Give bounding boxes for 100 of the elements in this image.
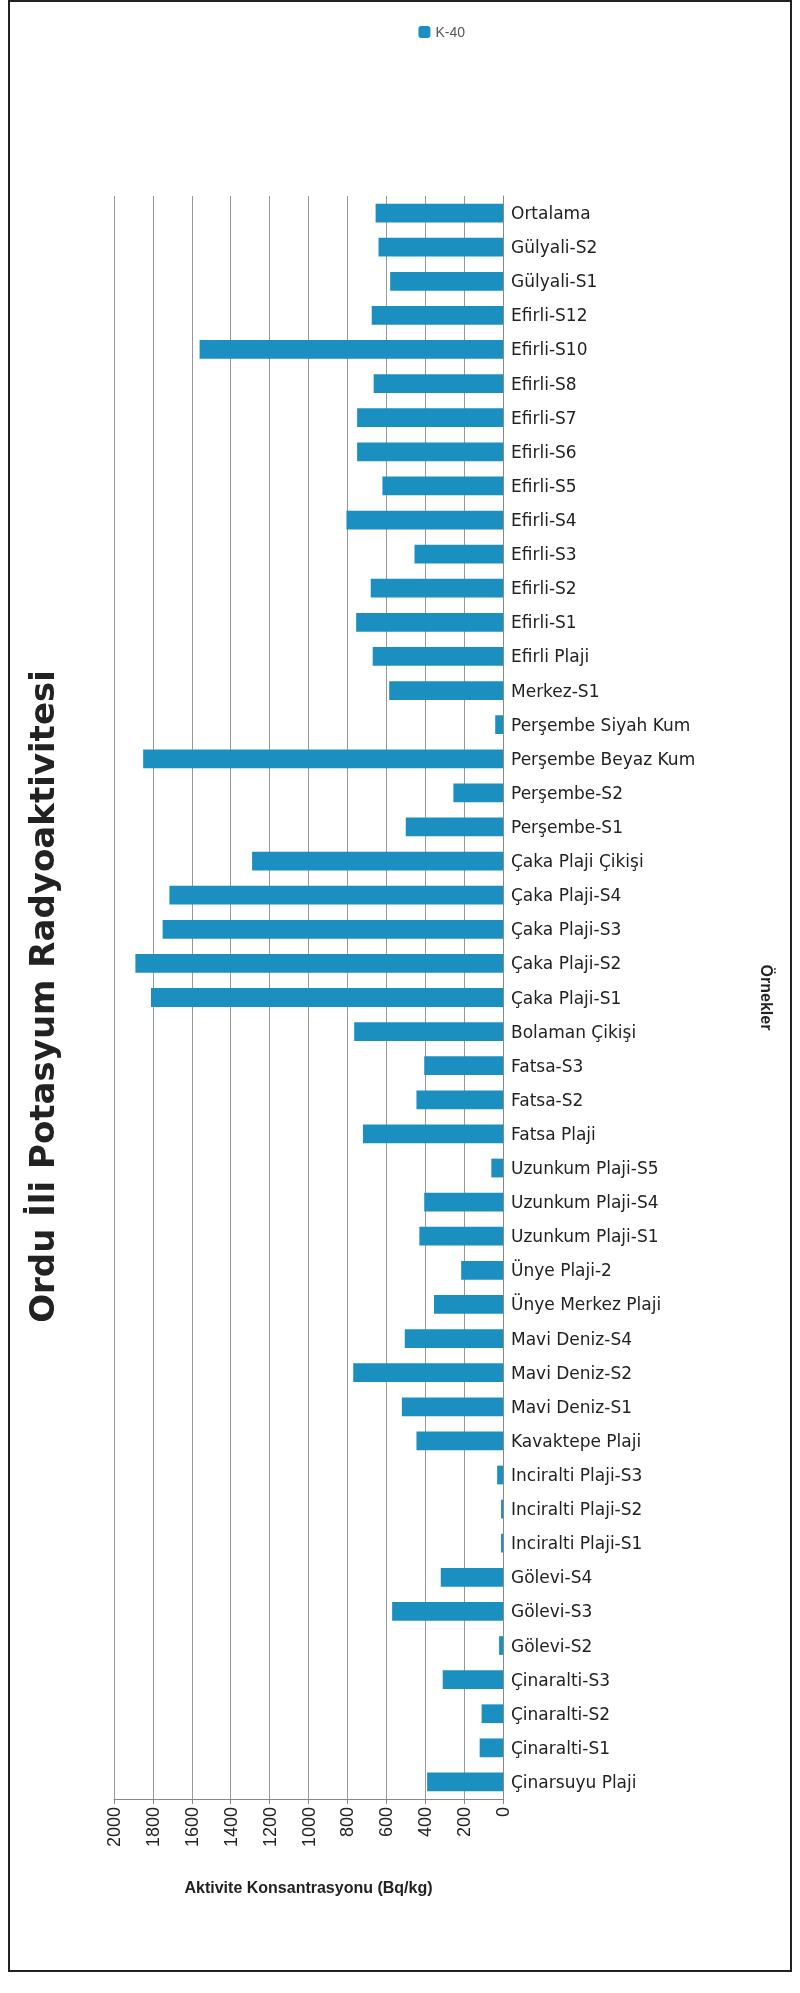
bar	[497, 1465, 503, 1485]
bar	[362, 1124, 503, 1144]
bar	[405, 817, 503, 837]
y-tick-label: Uzunkum Plaji-S4	[511, 1192, 659, 1213]
bar	[404, 1329, 503, 1348]
bar	[495, 715, 503, 735]
bar	[150, 988, 503, 1007]
y-tick-label: Ortalama	[511, 203, 591, 224]
y-tick-label: Efirli-S1	[511, 612, 577, 633]
x-tick-label: 2000	[104, 1807, 124, 1848]
bar	[199, 340, 503, 359]
bar	[392, 1602, 503, 1621]
x-axis-title: Aktivite Konsantrasyonu (Bq/kg)	[184, 1878, 433, 1896]
y-tick-label: Efirli-S3	[511, 544, 577, 565]
bar	[389, 681, 503, 700]
bar	[371, 305, 503, 325]
y-tick-label: Çinaralti-S1	[511, 1737, 611, 1758]
y-tick-label: Efirli Plaji	[511, 646, 590, 667]
y-tick-label: Perşembe-S2	[511, 782, 623, 803]
y-tick-label: Çaka Plaji-S4	[511, 885, 622, 906]
y-tick-label: Çinarsuyu Plaji	[511, 1771, 637, 1792]
bar	[357, 442, 503, 462]
y-tick-label: Uzunkum Plaji-S5	[511, 1158, 659, 1179]
y-tick-label: Çinaralti-S3	[511, 1669, 611, 1690]
bar	[390, 271, 503, 291]
bar	[370, 578, 503, 598]
bar	[375, 203, 503, 223]
y-tick-label: Mavi Deniz-S4	[511, 1328, 632, 1349]
bar	[453, 783, 503, 803]
x-tick-label: 1000	[298, 1807, 319, 1848]
x-tick-label: 600	[376, 1807, 397, 1838]
x-tick-label: 800	[337, 1807, 358, 1838]
y-tick-label: Efirli-S6	[511, 441, 577, 462]
bar	[378, 237, 503, 257]
y-tick-label: Efirli-S4	[511, 510, 577, 531]
bar	[162, 919, 503, 939]
bar	[354, 1022, 503, 1041]
y-tick-label: Fatsa-S3	[511, 1055, 584, 1076]
y-tick-label: Gölevi-S3	[511, 1601, 593, 1622]
x-tick-label: 200	[454, 1807, 475, 1838]
bar	[252, 851, 503, 871]
bar	[427, 1772, 503, 1792]
y-tick-label: Mavi Deniz-S2	[511, 1362, 632, 1383]
y-tick-label: Efirli-S5	[511, 475, 577, 496]
y-tick-label: Çaka Plaji-S3	[511, 919, 622, 940]
y-tick-label: Çaka Plaji Çikişi	[511, 851, 644, 872]
bar	[440, 1567, 503, 1587]
y-tick-label: Efirli-S10	[511, 339, 588, 360]
x-tick-label: 1800	[142, 1807, 163, 1848]
y-tick-label: Kavaktepe Plaji	[511, 1430, 642, 1451]
y-tick-label: Efirli-S7	[511, 407, 577, 428]
y-tick-label: Ünye Plaji-2	[511, 1259, 612, 1281]
y-tick-label: Efirli-S8	[511, 373, 577, 394]
y-tick-label: Mavi Deniz-S1	[511, 1396, 632, 1417]
x-tick-label: 400	[415, 1807, 436, 1838]
bar	[442, 1670, 503, 1690]
bar	[353, 1363, 503, 1383]
y-tick-label: Perşembe Beyaz Kum	[511, 748, 696, 769]
bar	[416, 1090, 503, 1110]
y-tick-label: Fatsa Plaji	[511, 1123, 596, 1144]
bar	[373, 374, 503, 393]
y-tick-label: Gülyali-S1	[511, 271, 598, 292]
y-tick-label: Uzunkum Plaji-S1	[511, 1226, 659, 1247]
bar	[357, 408, 503, 428]
x-tick-label: 1200	[259, 1807, 280, 1848]
x-tick-label: 1400	[220, 1807, 241, 1848]
y-tick-label: Gölevi-S2	[511, 1635, 593, 1656]
text: Ordu İli Potasyum Radyoaktivitesi	[22, 670, 62, 1323]
bar	[414, 544, 503, 564]
bar	[424, 1056, 503, 1076]
bar	[479, 1738, 503, 1758]
y-tick-label: Inciralti Plaji-S3	[511, 1464, 643, 1485]
y-tick-label: Merkez-S1	[511, 680, 600, 701]
bar	[491, 1158, 503, 1178]
y-tick-label: Ünye Merkez Plaji	[511, 1293, 662, 1315]
y-tick-label: Çaka Plaji-S1	[511, 987, 622, 1008]
bar	[346, 510, 503, 530]
y-tick-label: Perşembe Siyah Kum	[511, 714, 691, 735]
y-tick-label: Gölevi-S4	[511, 1567, 593, 1588]
y-tick-label: Çaka Plaji-S2	[511, 953, 622, 974]
bar	[416, 1431, 503, 1451]
y-tick-label: Efirli-S12	[511, 305, 588, 326]
bar	[135, 954, 503, 973]
bar	[372, 647, 503, 666]
y-tick-label: Çinaralti-S2	[511, 1703, 611, 1724]
x-tick-label: 1600	[181, 1807, 202, 1848]
bar	[356, 612, 503, 632]
bar	[424, 1192, 503, 1212]
y-axis-title: Örnekler	[757, 964, 776, 1031]
y-tick-label: Inciralti Plaji-S1	[511, 1533, 643, 1554]
bar	[401, 1397, 503, 1417]
bar	[382, 476, 503, 496]
bar	[433, 1295, 503, 1314]
y-tick-label: Efirli-S2	[511, 578, 577, 599]
bar	[143, 749, 503, 769]
bar	[419, 1226, 503, 1246]
bar	[481, 1704, 503, 1724]
y-tick-label: Bolaman Çikişi	[511, 1021, 637, 1042]
y-tick-label: Perşembe-S1	[511, 816, 623, 837]
y-tick-label: Gülyali-S2	[511, 237, 598, 258]
